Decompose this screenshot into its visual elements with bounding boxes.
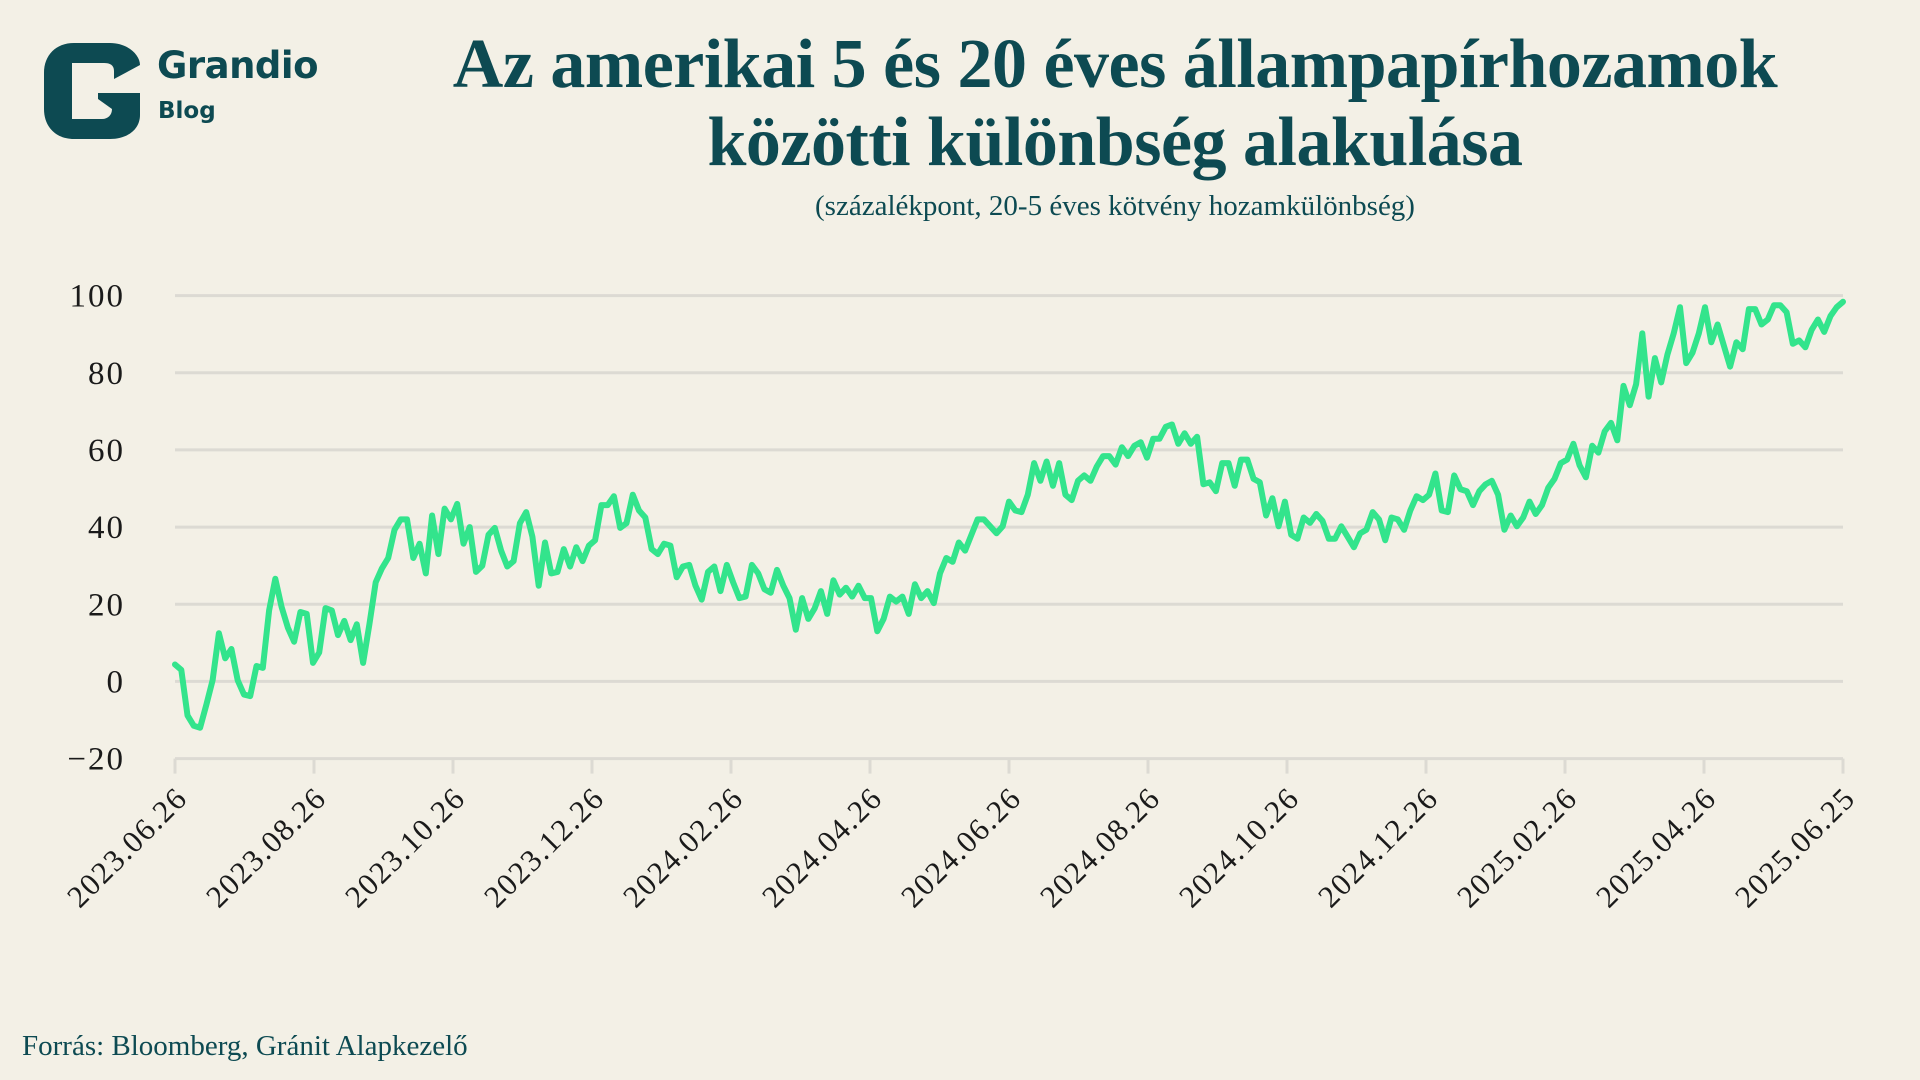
brand-name: Grandio	[157, 44, 319, 87]
y-tick-label: 60	[88, 433, 125, 469]
y-tick-label: 40	[88, 510, 125, 546]
x-tick-label: 2024.08.26	[1033, 780, 1167, 914]
x-tick-label: 2024.12.26	[1311, 780, 1445, 914]
x-tick-label: 2025.02.26	[1450, 780, 1584, 914]
y-tick-label: 100	[70, 279, 126, 315]
grandio-logo-icon	[44, 43, 140, 139]
x-tick-label: 2025.06.25	[1728, 780, 1862, 914]
title-line-1: Az amerikai 5 és 20 éves állampapírhozam…	[452, 26, 1778, 103]
y-tick-label: −20	[67, 742, 125, 778]
x-tick-label: 2023.08.26	[199, 780, 333, 914]
y-tick-label: 80	[88, 356, 125, 392]
title-line-2: közötti különbség alakulása	[707, 104, 1523, 181]
source-note: Forrás: Bloomberg, Gránit Alapkezelő	[22, 1030, 468, 1062]
chart-subtitle: (százalékpont, 20-5 éves kötvény hozamkü…	[815, 190, 1415, 222]
x-tick-label: 2023.06.26	[60, 780, 194, 914]
x-tick-label: 2024.02.26	[616, 780, 750, 914]
y-tick-label: 20	[88, 587, 125, 623]
x-tick-label: 2023.10.26	[338, 780, 472, 914]
x-tick-label: 2023.12.26	[477, 780, 611, 914]
brand-sub: Blog	[158, 98, 216, 124]
series-line	[172, 298, 1846, 731]
chart-title: Az amerikai 5 és 20 éves állampapírhozam…	[360, 26, 1870, 182]
x-tick-label: 2024.06.26	[894, 780, 1028, 914]
x-tick-label: 2024.04.26	[755, 780, 889, 914]
y-tick-label: 0	[107, 664, 126, 700]
x-tick-label: 2024.10.26	[1172, 780, 1306, 914]
x-tick-label: 2025.04.26	[1589, 780, 1723, 914]
